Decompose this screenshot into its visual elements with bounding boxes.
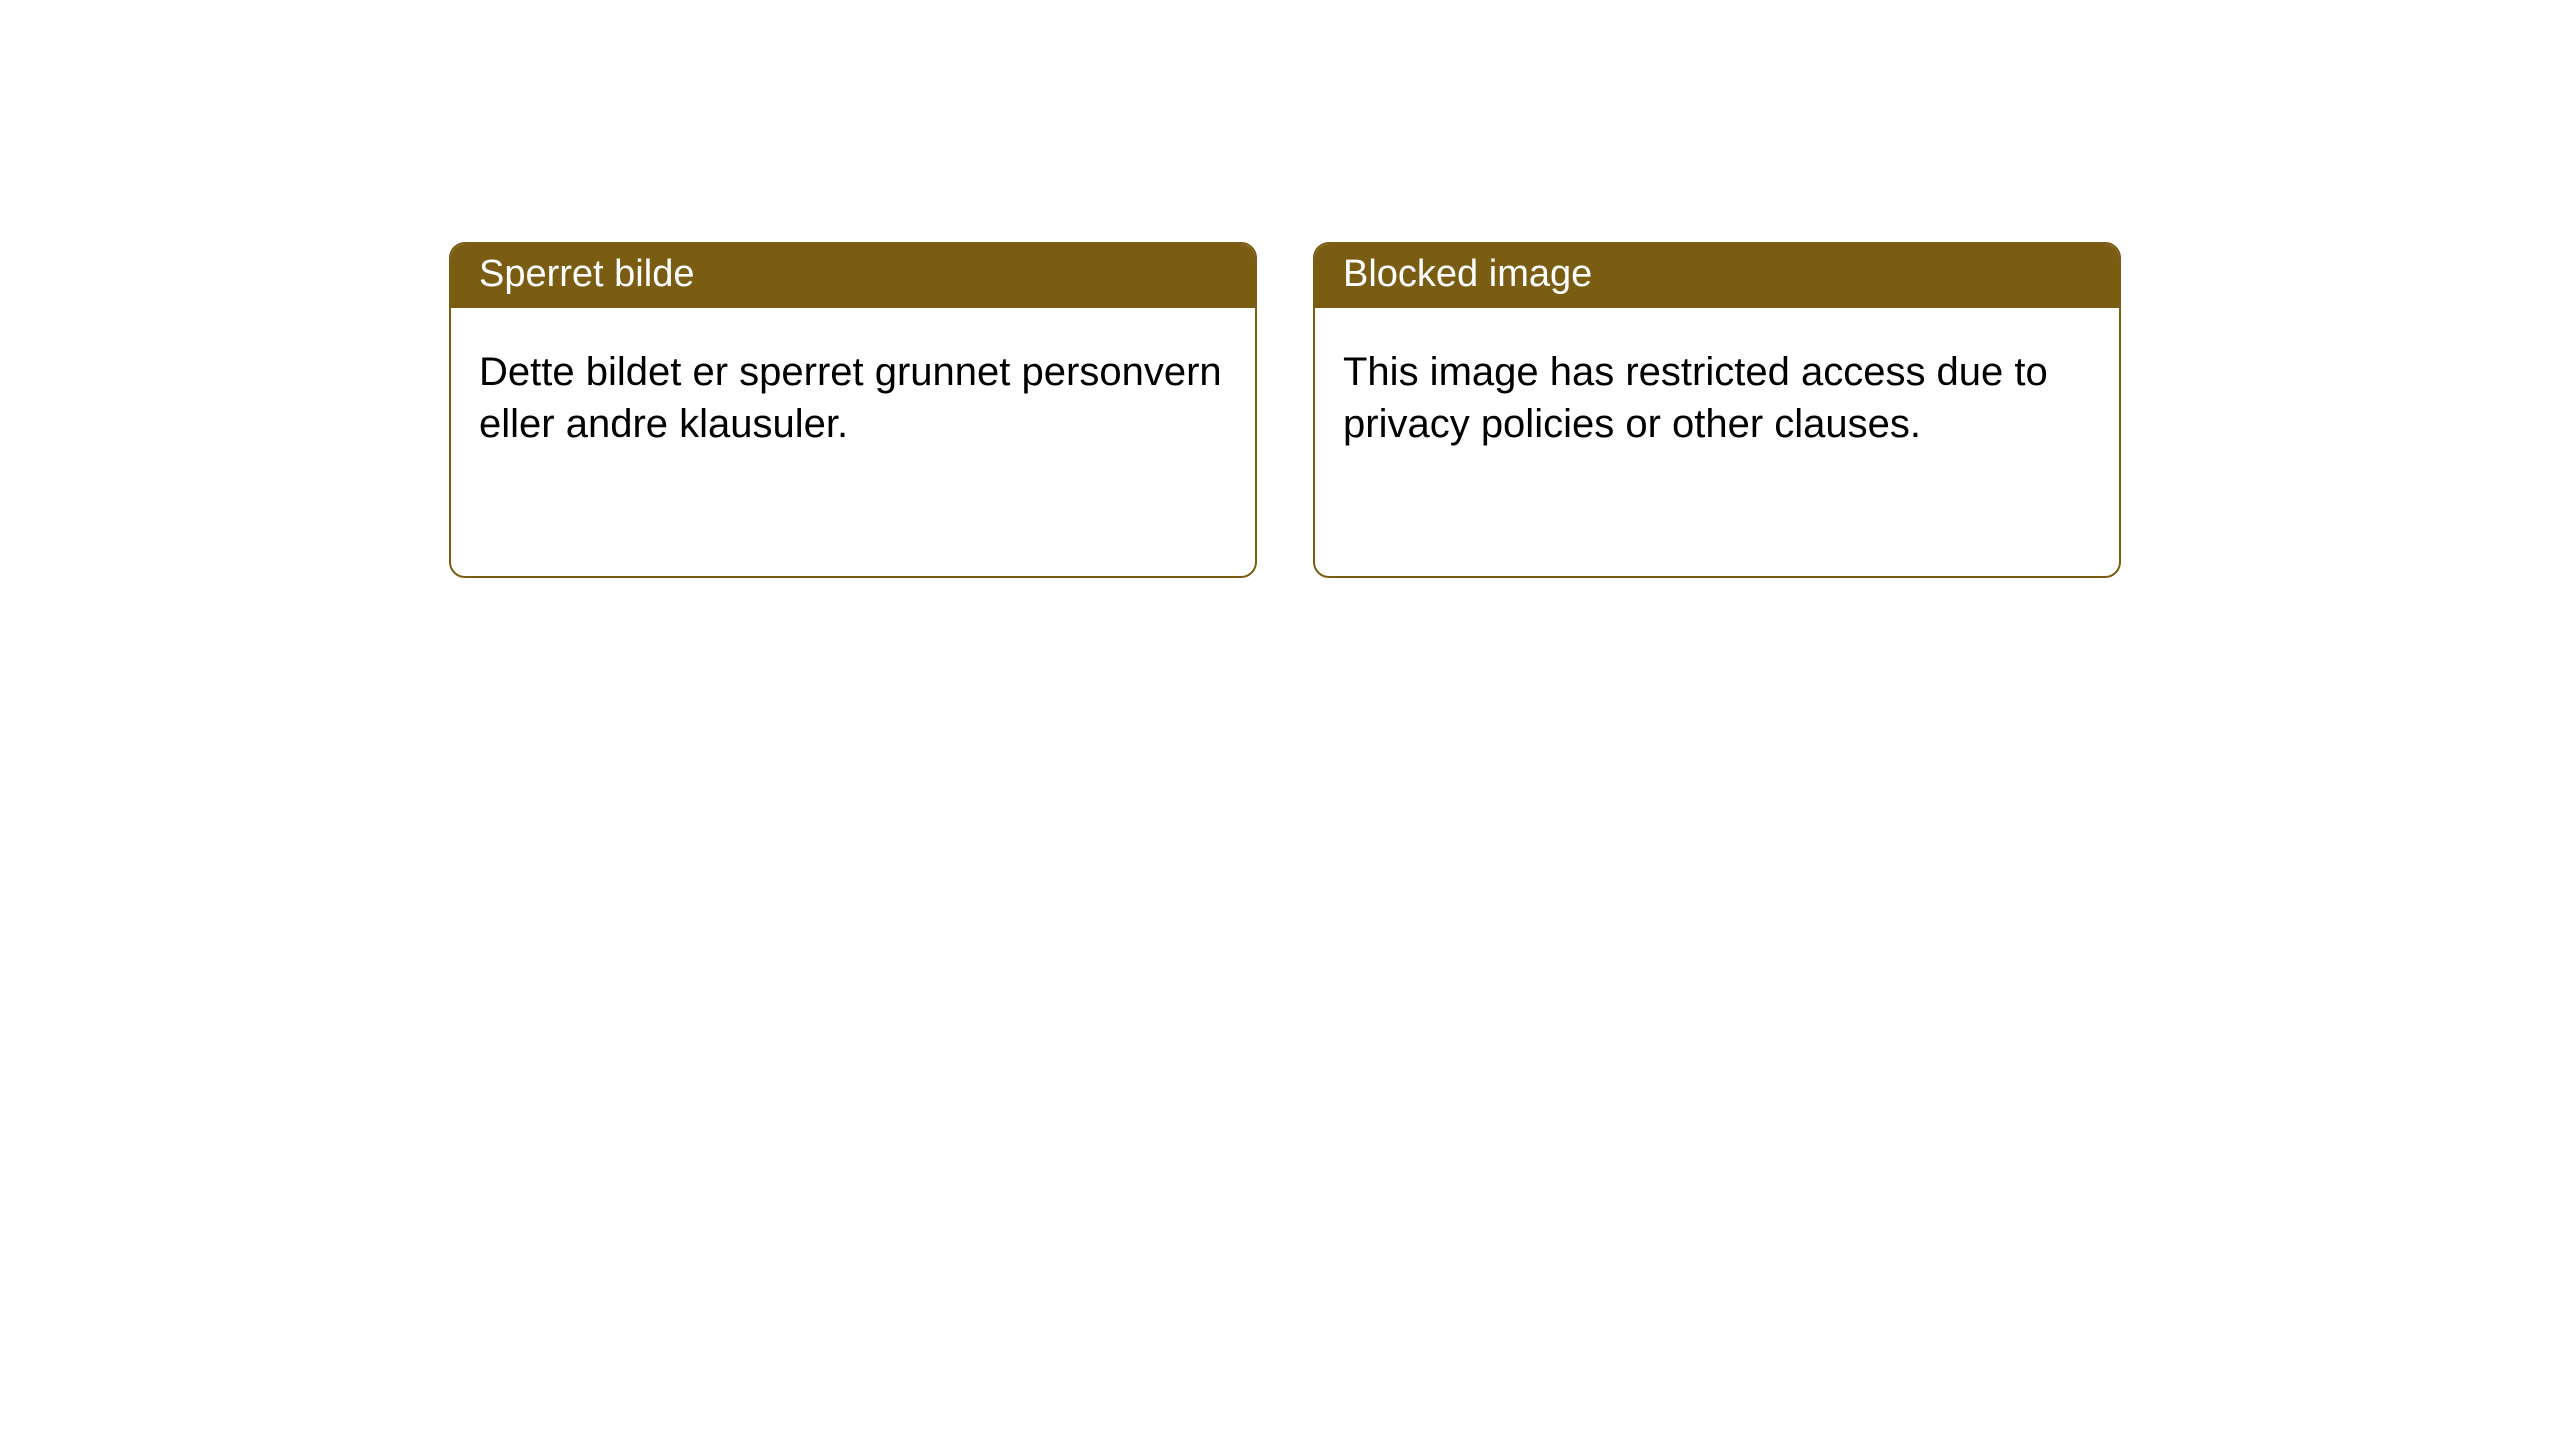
card-title: Sperret bilde (451, 244, 1255, 308)
notice-card-norwegian: Sperret bilde Dette bildet er sperret gr… (449, 242, 1257, 578)
notice-card-english: Blocked image This image has restricted … (1313, 242, 2121, 578)
card-title: Blocked image (1315, 244, 2119, 308)
notice-container: Sperret bilde Dette bildet er sperret gr… (0, 0, 2560, 578)
card-body-text: Dette bildet er sperret grunnet personve… (451, 308, 1255, 478)
card-body-text: This image has restricted access due to … (1315, 308, 2119, 478)
